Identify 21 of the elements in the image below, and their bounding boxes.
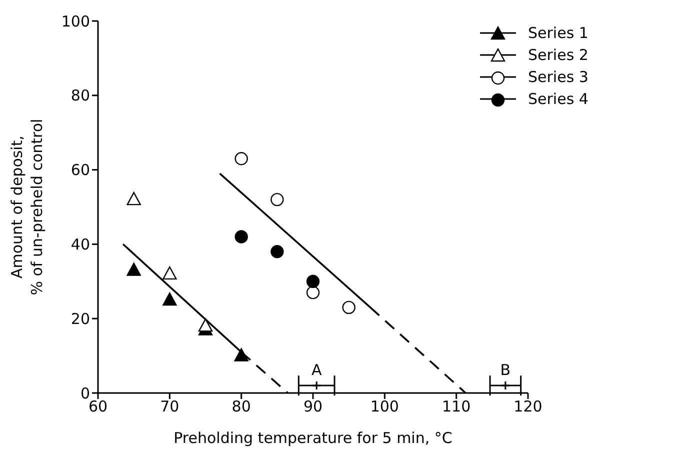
legend-label: Series 1	[528, 24, 588, 42]
x-tick-label: 100	[370, 398, 399, 416]
y-tick-label: 40	[70, 236, 90, 254]
x-tick-label: 90	[303, 398, 323, 416]
x-tick-label: 120	[514, 398, 542, 416]
x-tick-label: 70	[160, 398, 180, 416]
data-label: A	[311, 361, 322, 380]
x-axis-title: Preholding temperature for 5 min, °C	[174, 429, 452, 447]
legend-label: Series 3	[528, 68, 588, 86]
y-tick-label: 60	[70, 161, 90, 180]
x-tick-label: 80	[232, 398, 251, 416]
y-tick-label: 20	[70, 310, 90, 328]
legend-label: Series 2	[528, 46, 588, 64]
data-label: B	[500, 361, 511, 380]
y-tick-label: 100	[61, 12, 90, 30]
x-tick-label: 110	[442, 398, 471, 416]
x-tick-label: 60	[88, 398, 108, 416]
y-tick-label: 0	[80, 384, 90, 402]
y-tick-label: 80	[70, 86, 90, 105]
legend-label: Series 4	[528, 90, 588, 108]
y-axis-title: Amount of deposit, % of un-preheld control	[8, 118, 46, 296]
